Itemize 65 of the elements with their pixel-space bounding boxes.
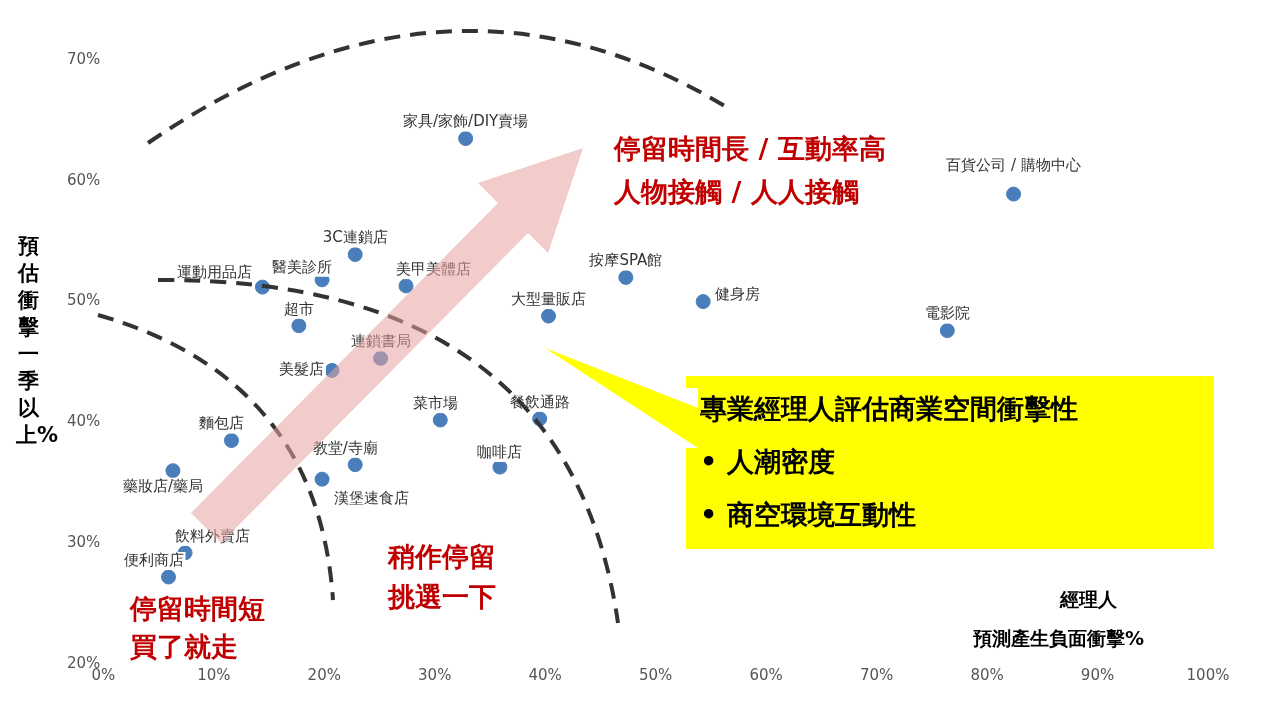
point xyxy=(458,131,474,147)
point xyxy=(314,471,330,487)
annotation: 人物接觸 / 人人接觸 xyxy=(614,175,859,209)
y-tick-label: 50% xyxy=(67,291,101,310)
y-axis-title: 預估衝擊一季以上% xyxy=(16,233,59,449)
point xyxy=(324,362,340,378)
point xyxy=(223,433,239,449)
annotation: 超市 xyxy=(283,299,314,318)
annotation: 按摩SPA館 xyxy=(589,251,663,270)
x-tick-label: 30% xyxy=(418,665,452,684)
annotation: 稍作停留 xyxy=(388,540,496,574)
annotation: 藥妝店/藥局 xyxy=(122,476,203,495)
point xyxy=(432,412,448,428)
annotation: • 人潮密度 xyxy=(700,445,835,479)
x-tick-label: 90% xyxy=(1080,665,1115,684)
annotation: 停留時間長 / 互動率高 xyxy=(614,132,886,166)
annotation: • 商空環境互動性 xyxy=(700,498,916,532)
point xyxy=(291,318,307,334)
point xyxy=(618,269,634,285)
point xyxy=(347,457,363,473)
annotation: 麵包店 xyxy=(198,414,244,433)
point xyxy=(373,350,389,366)
annotation: 買了就走 xyxy=(130,630,238,664)
annotation: 家具/家飾/DIY賣場 xyxy=(403,112,529,131)
annotation: 百貨公司 / 購物中心 xyxy=(946,155,1081,174)
annotation: 健身房 xyxy=(715,285,761,304)
y-tick-label: 60% xyxy=(67,170,101,189)
x-tick-label: 10% xyxy=(197,665,231,684)
annotation: 美甲美體店 xyxy=(396,259,472,278)
annotation: 經理人 xyxy=(1060,587,1117,612)
x-tick-label: 50% xyxy=(639,665,673,684)
x-tick-label: 40% xyxy=(528,665,562,684)
annotation: 連鎖書局 xyxy=(350,332,411,351)
x-tick-label: 60% xyxy=(749,665,783,684)
annotation: 漢堡速食店 xyxy=(334,489,410,508)
point xyxy=(165,463,181,479)
x-tick-label: 80% xyxy=(970,665,1004,684)
y-tick-label: 30% xyxy=(67,533,101,552)
annotation: 大型量販店 xyxy=(511,289,587,308)
annotation: 醫美診所 xyxy=(272,257,333,276)
x-tick-label: 20% xyxy=(307,665,341,684)
x-tick-label: 100% xyxy=(1186,665,1230,684)
annotation: 飲料外賣店 xyxy=(175,526,251,545)
y-tick-label: 70% xyxy=(67,49,101,68)
point xyxy=(398,278,414,294)
annotation: 挑選一下 xyxy=(388,580,496,614)
point xyxy=(541,308,557,324)
annotation: 菜市場 xyxy=(412,393,458,412)
point xyxy=(347,246,363,262)
annotation: 停留時間短 xyxy=(130,592,265,626)
annotation: 電影院 xyxy=(924,304,970,323)
annotation: 美髮店 xyxy=(279,360,324,379)
point xyxy=(695,294,711,310)
annotation: 咖啡店 xyxy=(477,442,523,461)
annotation: 專業經理人評估商業空間衝擊性 xyxy=(700,392,1078,426)
x-tick-label: 70% xyxy=(859,665,894,684)
annotation: 便利商店 xyxy=(123,550,184,569)
point xyxy=(161,569,177,585)
annotation: 3C連鎖店 xyxy=(322,228,388,247)
point xyxy=(1006,186,1022,202)
annotation: 教堂/寺廟 xyxy=(312,438,378,457)
x-axis-title: 預測產生負面衝擊% xyxy=(973,626,1145,651)
point xyxy=(939,323,955,339)
annotation: 運動用品店 xyxy=(177,262,253,281)
y-tick-label: 40% xyxy=(67,412,101,431)
